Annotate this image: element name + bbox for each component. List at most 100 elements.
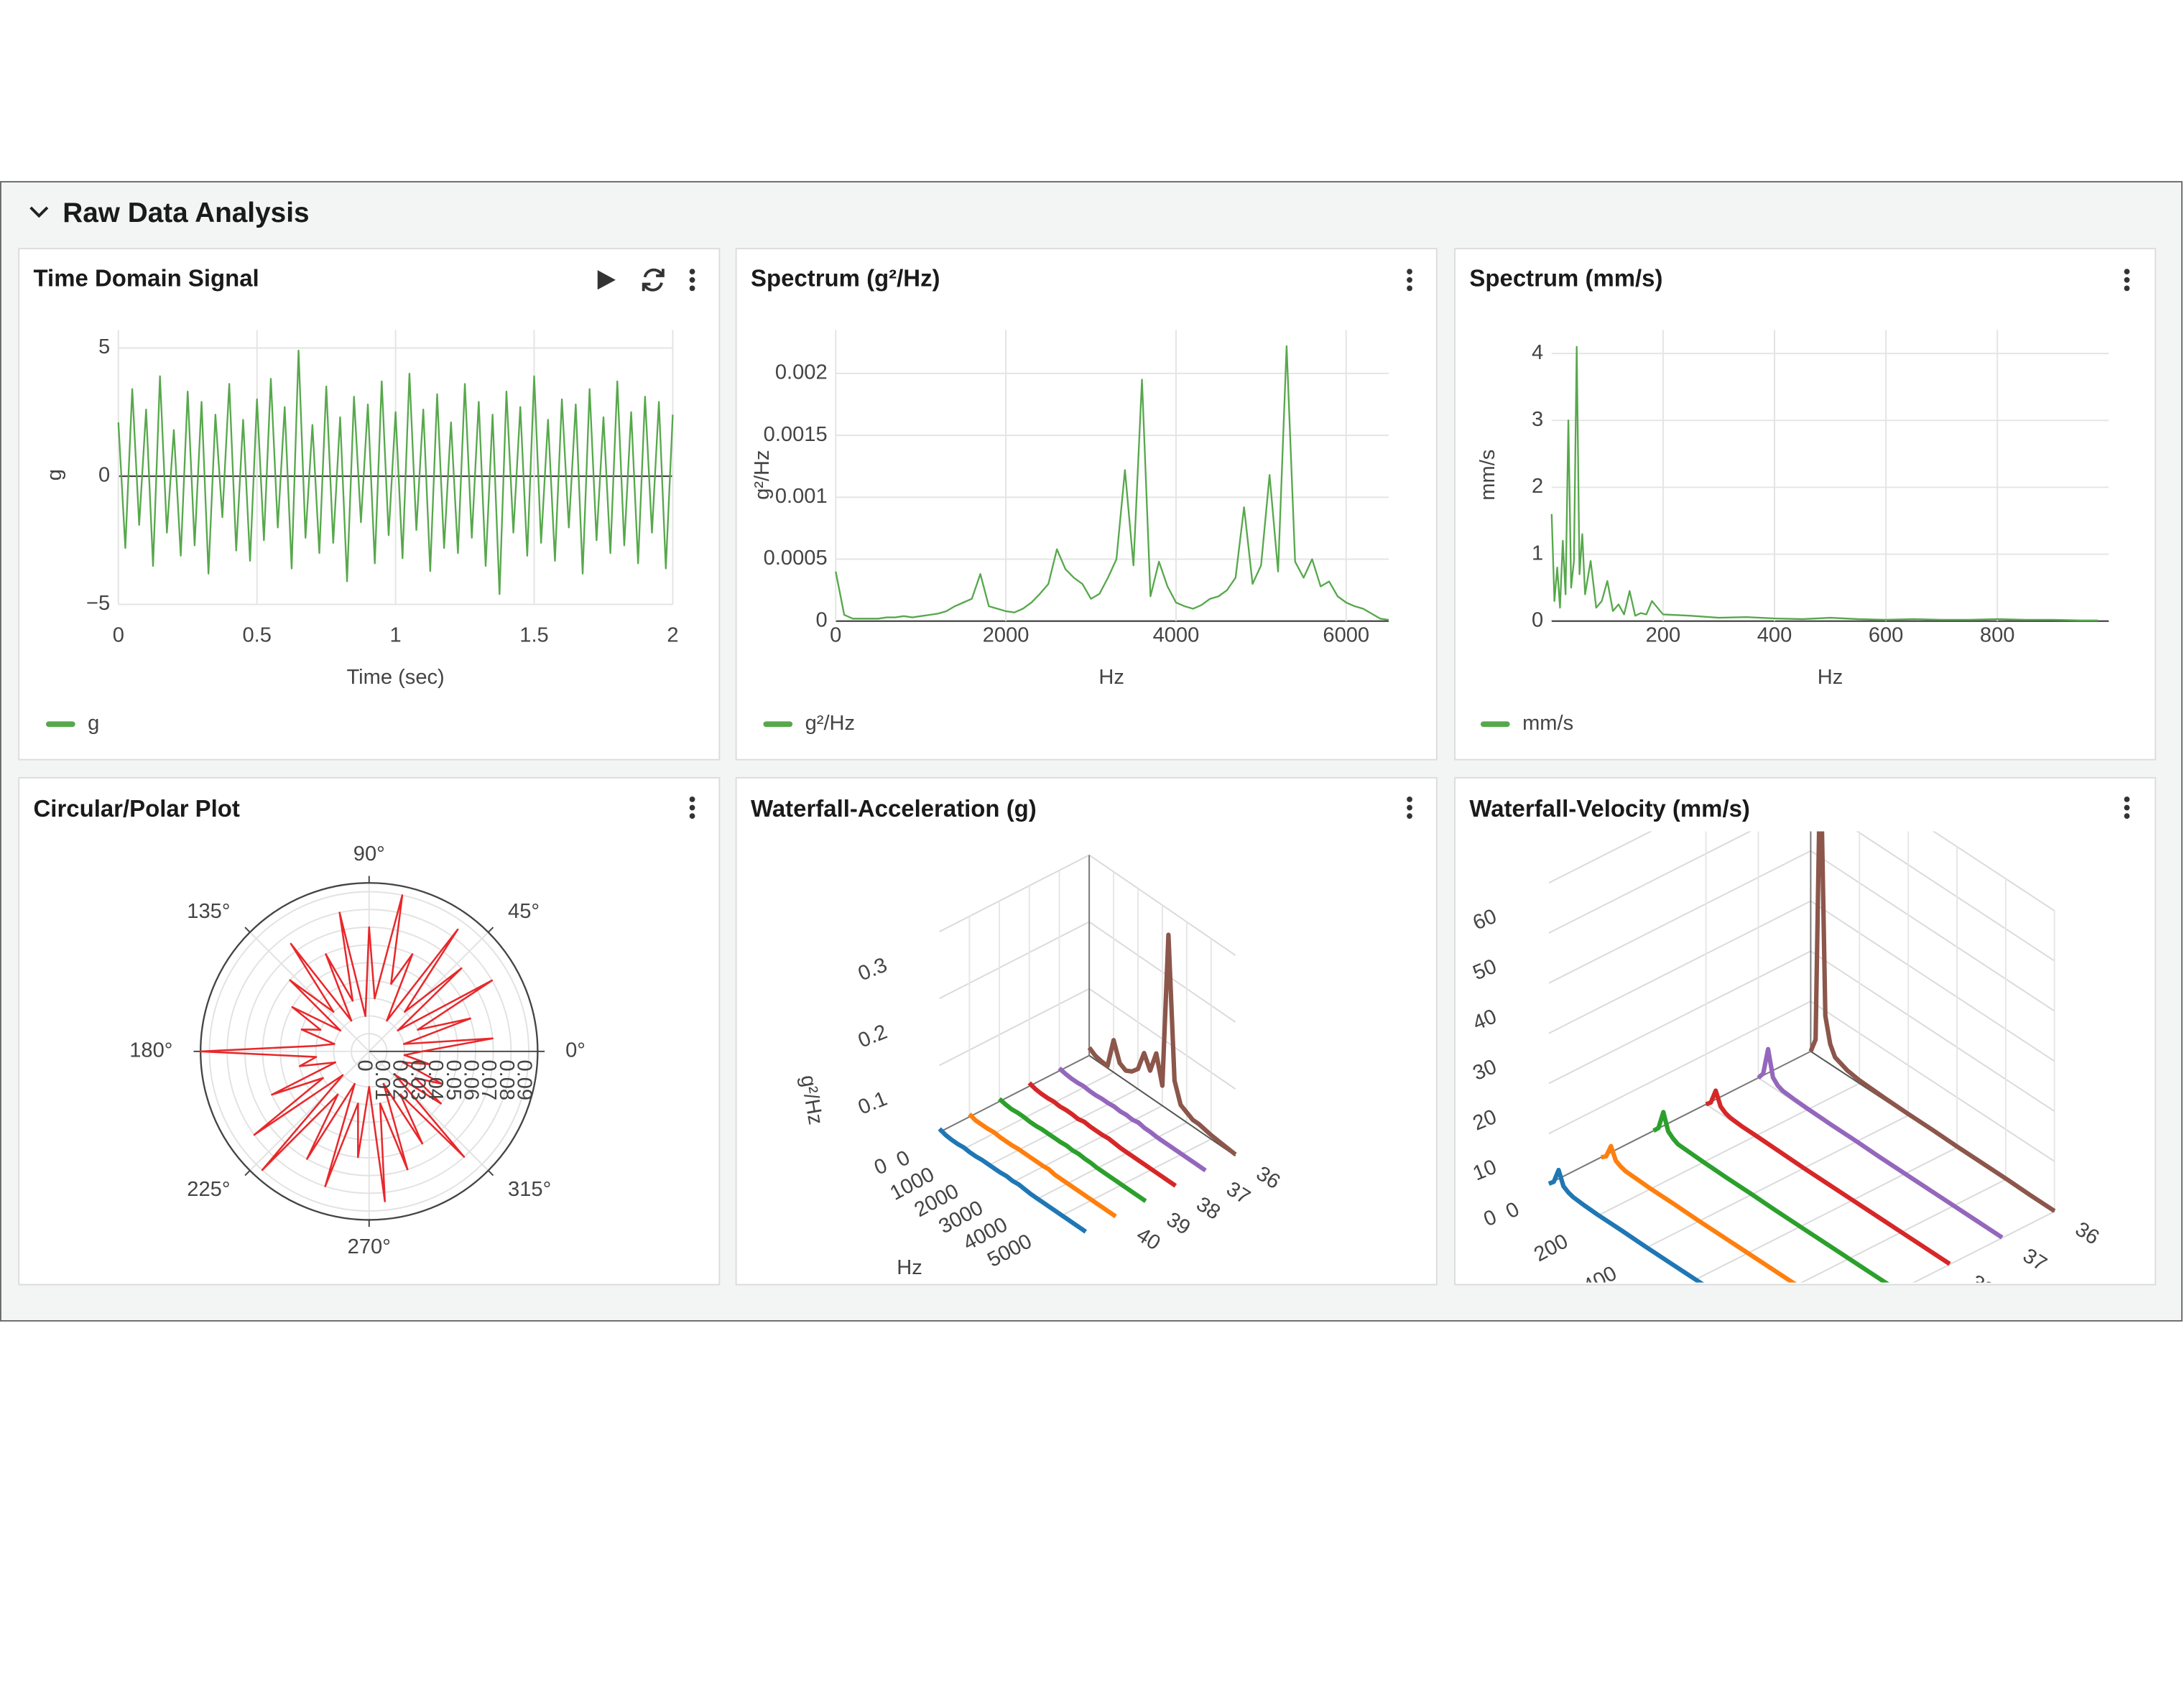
grid-line bbox=[1810, 950, 2055, 1112]
angular-grid bbox=[249, 932, 370, 1052]
x-tick-label: 1 bbox=[390, 624, 402, 647]
angular-tick-label: 0° bbox=[565, 1039, 586, 1062]
waterfall-trace bbox=[1705, 1088, 1951, 1266]
y-tick-label: 0 bbox=[815, 608, 827, 631]
kebab-menu[interactable] bbox=[689, 797, 695, 820]
y-tick-label: 0 bbox=[1532, 608, 1543, 631]
refresh-button[interactable] bbox=[642, 268, 665, 292]
axis-line bbox=[939, 1054, 1090, 1133]
waterfall-trace bbox=[1808, 831, 2056, 1213]
grid-line bbox=[1810, 900, 2055, 1062]
grid-line bbox=[963, 1072, 1114, 1150]
grid-line bbox=[1800, 1179, 2007, 1283]
waterfall-trace bbox=[1027, 1081, 1177, 1188]
angular-tick bbox=[487, 927, 494, 933]
angular-grid bbox=[369, 1051, 489, 1171]
x-axis-label: Hz bbox=[1818, 666, 1843, 689]
panel bbox=[735, 248, 1438, 761]
y-axis-label: g²/Hz bbox=[751, 450, 774, 499]
series-line bbox=[117, 349, 674, 595]
kebab-menu[interactable] bbox=[2124, 797, 2130, 820]
y-tick-label: −5 bbox=[86, 592, 110, 615]
kebab-menus bbox=[689, 269, 2130, 820]
y-axis-label: g bbox=[43, 469, 66, 481]
grid-line bbox=[1646, 1115, 1909, 1249]
x-axis-label: Hz bbox=[897, 1256, 922, 1279]
panel-title: Spectrum (mm/s) bbox=[1469, 264, 1662, 291]
grid-line bbox=[1597, 1082, 1860, 1217]
refresh-arc bbox=[643, 268, 663, 278]
y-tick-label: 4 bbox=[1532, 341, 1543, 364]
panel-title: Circular/Polar Plot bbox=[34, 795, 240, 822]
grid-line bbox=[1932, 831, 2055, 911]
waterfall-trace bbox=[1757, 1046, 2004, 1240]
panel bbox=[735, 776, 1438, 1286]
grid-line bbox=[1012, 1105, 1163, 1183]
kebab-menu[interactable] bbox=[689, 269, 695, 292]
x-tick-label: 200 bbox=[1646, 624, 1681, 647]
grid-line bbox=[1695, 1146, 1958, 1281]
waterfall-trace bbox=[1087, 932, 1237, 1156]
axis-line bbox=[1548, 1050, 1811, 1184]
kebab-menu[interactable] bbox=[2124, 269, 2130, 292]
radial-tick-label: 0.09 bbox=[513, 1059, 536, 1100]
waterfall-trace bbox=[1547, 1167, 1705, 1283]
x-tick-label: 0 bbox=[830, 624, 841, 647]
radial-tick-label: 0.05 bbox=[442, 1059, 465, 1100]
grid-line bbox=[1548, 1001, 1811, 1135]
grid-line bbox=[1060, 1138, 1212, 1217]
series-line bbox=[1550, 345, 2098, 621]
y-tick-label: 0.0015 bbox=[764, 423, 828, 446]
legend-label: g bbox=[88, 712, 99, 735]
radial-tick-label: 0.04 bbox=[424, 1059, 447, 1100]
grid-line bbox=[1548, 950, 1811, 1085]
angular-tick-label: 135° bbox=[187, 900, 230, 923]
kebab-menu[interactable] bbox=[1407, 269, 1412, 292]
grid-line bbox=[1548, 831, 1653, 884]
panel-title: Time Domain Signal bbox=[34, 264, 259, 291]
angular-tick-label: 270° bbox=[348, 1235, 391, 1258]
x-axis-label: Time (sec) bbox=[346, 666, 444, 689]
x-tick-label: 800 bbox=[1677, 1326, 1718, 1363]
panel bbox=[18, 248, 721, 761]
angular-grid bbox=[249, 1051, 370, 1171]
axis-line bbox=[1088, 1054, 1236, 1157]
grid-line bbox=[1912, 1210, 2055, 1283]
kebab-menu[interactable] bbox=[1407, 797, 1412, 820]
grid-line bbox=[1810, 850, 2055, 1012]
x-tick-label: 2000 bbox=[983, 624, 1029, 647]
radial-tick-label: 0.03 bbox=[406, 1059, 429, 1100]
y-tick-label: 0 bbox=[98, 464, 110, 487]
grid-line bbox=[939, 921, 1090, 1000]
x-tick-label: 0.5 bbox=[242, 624, 271, 647]
grid-line bbox=[939, 988, 1090, 1067]
legend-label: g²/Hz bbox=[805, 712, 855, 735]
y-tick-label: 5 bbox=[98, 335, 110, 358]
grid-line bbox=[1856, 831, 2055, 962]
x-tick-label: 1000 bbox=[1715, 1358, 1767, 1401]
angular-tick-label: 90° bbox=[353, 843, 385, 865]
grid-line bbox=[1548, 850, 1811, 984]
angular-tick-label: 315° bbox=[508, 1178, 551, 1201]
radial-tick-label: 0.07 bbox=[477, 1059, 500, 1100]
x-tick-label: 4000 bbox=[1153, 624, 1200, 647]
x-tick-label: 400 bbox=[1757, 624, 1792, 647]
grid-line bbox=[1036, 1121, 1188, 1200]
grid-line bbox=[939, 854, 1090, 932]
y-tick-label: 0.0005 bbox=[764, 547, 828, 570]
waterfall-trace bbox=[968, 1113, 1117, 1219]
radial-tick-label: 0.06 bbox=[459, 1059, 482, 1100]
y-tick-label: 0.002 bbox=[775, 361, 828, 384]
x-tick-label: 1.5 bbox=[519, 624, 548, 647]
angular-tick bbox=[244, 1170, 251, 1176]
refresh-arrow bbox=[642, 282, 651, 292]
grid-line bbox=[1548, 831, 1752, 934]
panel bbox=[1454, 248, 2157, 761]
angular-tick-label: 180° bbox=[129, 1039, 172, 1062]
y-tick-label: 1 bbox=[1532, 542, 1543, 565]
collapse-chevron[interactable] bbox=[29, 206, 49, 218]
grid-line bbox=[1548, 900, 1811, 1034]
play-button[interactable] bbox=[597, 270, 616, 290]
